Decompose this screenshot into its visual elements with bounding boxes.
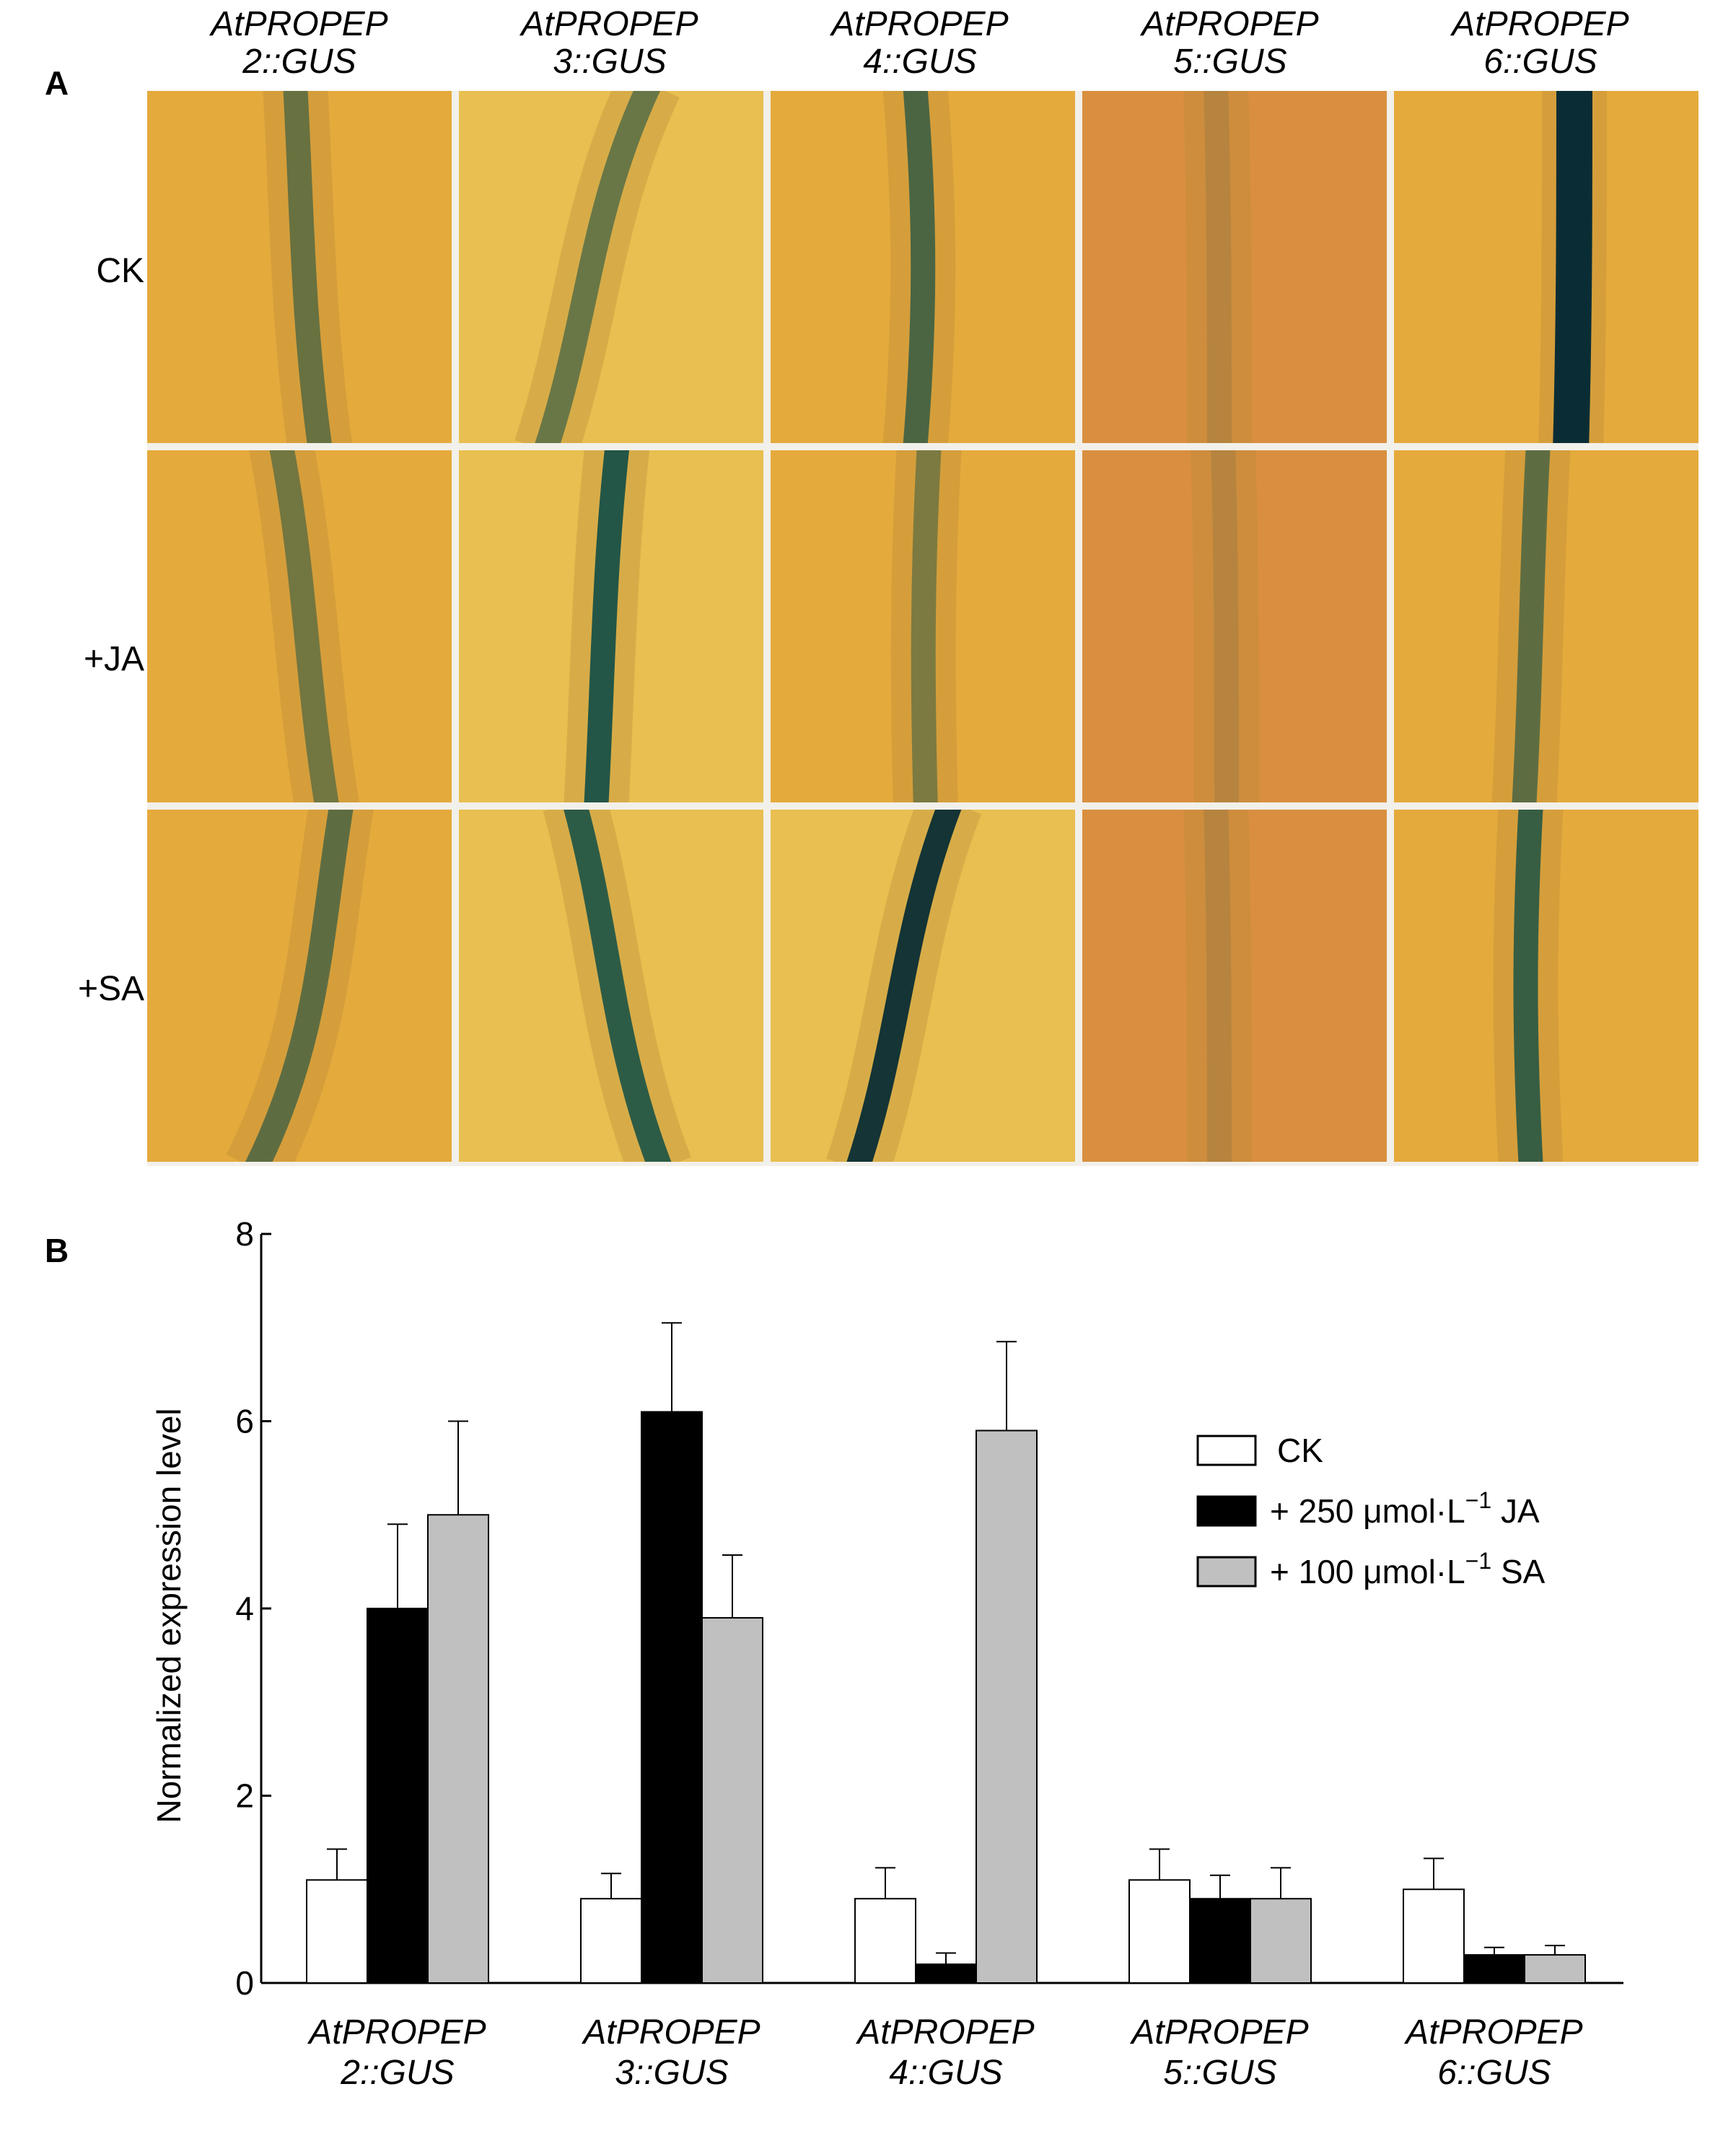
column-header-line1: AtPROPEP — [1141, 5, 1319, 43]
micrograph-sa-4 — [771, 810, 1075, 1162]
row-label-sa: +SA — [77, 970, 144, 1008]
bar-sa-6 — [1524, 1954, 1586, 1984]
micrograph-ja-4 — [771, 450, 1075, 802]
column-header-6: AtPROPEP 6::GUS — [1385, 6, 1696, 81]
legend-swatch-ck — [1196, 1435, 1257, 1466]
micrograph-ck-3 — [459, 91, 763, 443]
bar-ck-5 — [1128, 1879, 1191, 1984]
legend-label-ja: + 250 μmol·L−1 JA — [1270, 1487, 1540, 1530]
legend-label-ck: CK — [1277, 1432, 1323, 1469]
x-category-label: 2::GUS — [340, 2054, 454, 2092]
legend-swatch-sa — [1196, 1556, 1257, 1588]
y-tick-label: 2 — [235, 1777, 254, 1815]
column-header-line1: AtPROPEP — [211, 5, 388, 43]
micrograph-ja-2 — [147, 450, 452, 802]
panel-b-letter: B — [45, 1232, 69, 1269]
column-header-5: AtPROPEP 5::GUS — [1075, 6, 1385, 81]
x-category-label: 4::GUS — [889, 2054, 1002, 2092]
y-tick-label: 8 — [235, 1215, 254, 1253]
micrograph-ja-5 — [1082, 450, 1387, 802]
y-tick-label: 4 — [235, 1590, 254, 1627]
bar-ja-4 — [915, 1963, 977, 1984]
row-label-ck: CK — [96, 252, 144, 290]
row-label-ja: +JA — [83, 640, 144, 678]
bar-sa-3 — [701, 1616, 763, 1984]
column-header-line1: AtPROPEP — [831, 5, 1009, 43]
x-category-label: AtPROPEP — [855, 2013, 1034, 2052]
x-category-label: 3::GUS — [615, 2054, 728, 2092]
bar-sa-4 — [976, 1429, 1038, 1984]
micrograph-ck-4 — [771, 91, 1075, 443]
column-header-line2: 2::GUS — [242, 43, 356, 81]
micrograph-sa-5 — [1082, 810, 1387, 1162]
y-tick-label: 6 — [235, 1403, 254, 1440]
micrograph-sa-2 — [147, 810, 452, 1162]
legend-swatch-ja — [1196, 1495, 1257, 1527]
micrograph-sa-6 — [1394, 810, 1698, 1162]
bar-ck-2 — [306, 1879, 368, 1984]
column-header-line1: AtPROPEP — [1452, 5, 1629, 43]
micrograph-ck-5 — [1082, 91, 1387, 443]
bar-sa-5 — [1250, 1898, 1312, 1984]
micrograph-ck-2 — [147, 91, 452, 443]
column-header-line2: 5::GUS — [1173, 43, 1287, 81]
micrograph-ja-6 — [1394, 450, 1698, 802]
x-category-label: AtPROPEP — [581, 2013, 760, 2052]
column-header-2: AtPROPEP 2::GUS — [144, 6, 455, 81]
x-category-label: AtPROPEP — [1129, 2013, 1308, 2052]
column-header-line2: 3::GUS — [553, 43, 667, 81]
bar-ck-3 — [580, 1898, 642, 1984]
bar-ck-6 — [1403, 1888, 1465, 1984]
x-category-label: AtPROPEP — [307, 2013, 486, 2052]
micrograph-sa-3 — [459, 810, 763, 1162]
y-axis-label: Normalized expression level — [150, 1408, 188, 1823]
bar-ja-3 — [641, 1411, 703, 1984]
column-header-4: AtPROPEP 4::GUS — [765, 6, 1075, 81]
bar-ck-4 — [854, 1898, 916, 1984]
bar-ja-5 — [1189, 1898, 1251, 1984]
panel-a-letter: A — [45, 64, 69, 102]
y-tick-label: 0 — [235, 1964, 254, 2002]
bar-ja-6 — [1463, 1954, 1525, 1984]
micrograph-ck-6 — [1394, 91, 1698, 443]
x-category-label: 6::GUS — [1437, 2054, 1551, 2092]
bar-sa-2 — [427, 1514, 489, 1984]
column-header-line1: AtPROPEP — [521, 5, 698, 43]
micrograph-grid — [147, 91, 1698, 1166]
column-header-line2: 6::GUS — [1483, 43, 1597, 81]
x-category-label: 5::GUS — [1163, 2054, 1276, 2092]
column-header-line2: 4::GUS — [863, 43, 977, 81]
column-header-3: AtPROPEP 3::GUS — [455, 6, 765, 81]
bar-ja-2 — [367, 1608, 429, 1984]
legend-label-sa: + 100 μmol·L−1 SA — [1270, 1548, 1546, 1590]
x-category-label: AtPROPEP — [1403, 2013, 1582, 2052]
micrograph-ja-3 — [459, 450, 763, 802]
